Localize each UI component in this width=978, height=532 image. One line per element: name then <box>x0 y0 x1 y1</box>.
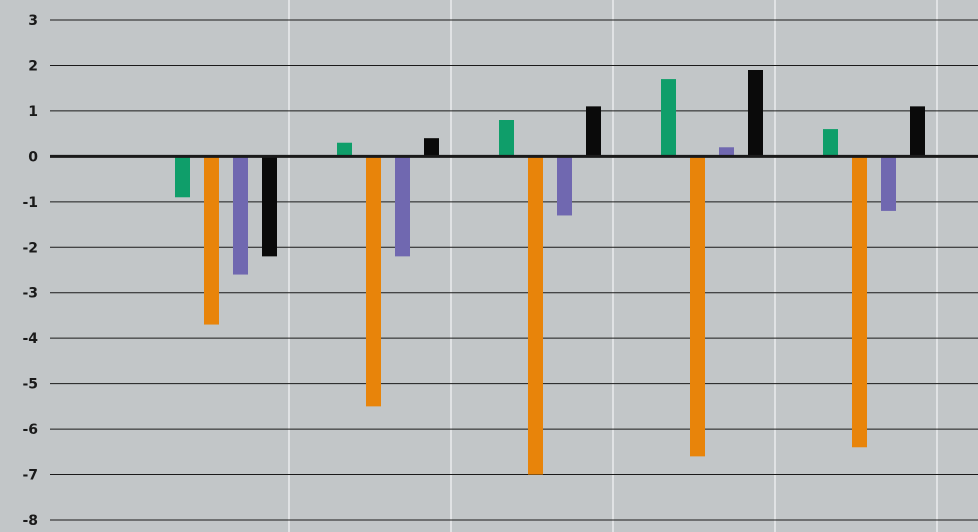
y-tick-label-7: -4 <box>22 331 38 347</box>
y-tick-label-8: -5 <box>22 377 38 393</box>
bar-series1-group2 <box>337 142 352 157</box>
bar-series3-group4 <box>719 147 734 157</box>
y-tick-label-0: 3 <box>28 13 38 29</box>
bar-series3-group1 <box>233 156 248 275</box>
bar-series2-group5 <box>852 156 867 448</box>
bar-series1-group4 <box>661 79 676 157</box>
bar-series1-group1 <box>175 156 190 198</box>
y-tick-label-4: -1 <box>22 195 38 211</box>
y-tick-label-9: -6 <box>22 422 38 438</box>
y-tick-label-11: -8 <box>22 513 38 529</box>
bar-series2-group1 <box>204 156 219 325</box>
bar-series4-group2 <box>424 138 439 157</box>
y-tick-label-2: 1 <box>28 104 38 120</box>
bar-series3-group3 <box>557 156 572 216</box>
bar-series4-group3 <box>586 106 601 157</box>
bar-series2-group2 <box>366 156 381 407</box>
bar-series1-group5 <box>823 129 838 157</box>
y-tick-label-10: -7 <box>22 468 38 484</box>
bar-series3-group5 <box>881 156 896 211</box>
bar-series2-group4 <box>690 156 705 457</box>
bar-series4-group4 <box>748 70 763 157</box>
bar-series3-group2 <box>395 156 410 257</box>
y-tick-label-1: 2 <box>28 58 38 74</box>
bar-series1-group3 <box>499 120 514 157</box>
y-tick-label-5: -2 <box>22 240 38 256</box>
bar-series4-group1 <box>262 156 277 257</box>
y-tick-label-6: -3 <box>22 286 38 302</box>
bar-series2-group3 <box>528 156 543 475</box>
bar-series4-group5 <box>910 106 925 157</box>
y-tick-label-3: 0 <box>28 149 38 165</box>
